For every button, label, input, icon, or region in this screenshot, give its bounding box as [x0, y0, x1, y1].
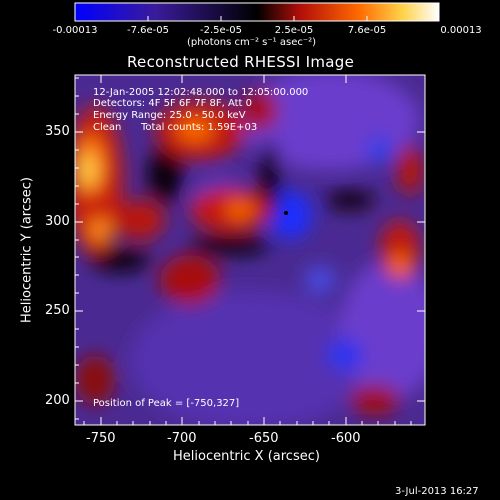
x-tick-label: -700 [167, 431, 197, 446]
y-tick-label: 250 [45, 303, 70, 318]
y-axis-label: Heliocentric Y (arcsec) [19, 177, 35, 323]
x-tick-label: -750 [86, 431, 116, 446]
info-counts: Total counts: 1.59E+03 [141, 122, 258, 133]
colorbar [74, 2, 440, 22]
colorbar-tick-label: 7.6e-05 [347, 25, 387, 36]
plot-frame [74, 74, 426, 426]
colorbar-tick-label: 2.5e-05 [274, 25, 314, 36]
colorbar-tick-label: -2.5e-05 [200, 25, 242, 36]
info-time-range: 12-Jan-2005 12:02:48.000 to 12:05:00.000 [93, 87, 309, 98]
y-tick-label: 200 [45, 393, 70, 408]
colorbar-tick-label: -7.6e-05 [127, 25, 169, 36]
info-energy: Energy Range: 25.0 - 50.0 keV [93, 110, 246, 121]
colorbar-tick-label: -0.00013 [52, 25, 98, 36]
y-tick-label: 300 [45, 214, 70, 229]
info-clean: Clean [93, 122, 122, 133]
footer-date: 3-Jul-2013 16:27 [395, 486, 479, 497]
colorbar-units-label: (photons cm⁻² s⁻¹ asec⁻²) [187, 37, 317, 48]
info-detectors: Detectors: 4F 5F 6F 7F 8F, Att 0 [93, 98, 253, 109]
chart-title: Reconstructed RHESSI Image [127, 53, 355, 71]
x-tick-label: -600 [331, 431, 361, 446]
info-peak: Position of Peak = [-750,327] [93, 398, 240, 409]
x-axis-label: Heliocentric X (arcsec) [173, 449, 320, 464]
heatmap-image [75, 75, 425, 425]
x-tick-label: -650 [249, 431, 279, 446]
colorbar-tick-label: 0.00013 [440, 25, 482, 36]
y-tick-label: 350 [45, 124, 70, 139]
